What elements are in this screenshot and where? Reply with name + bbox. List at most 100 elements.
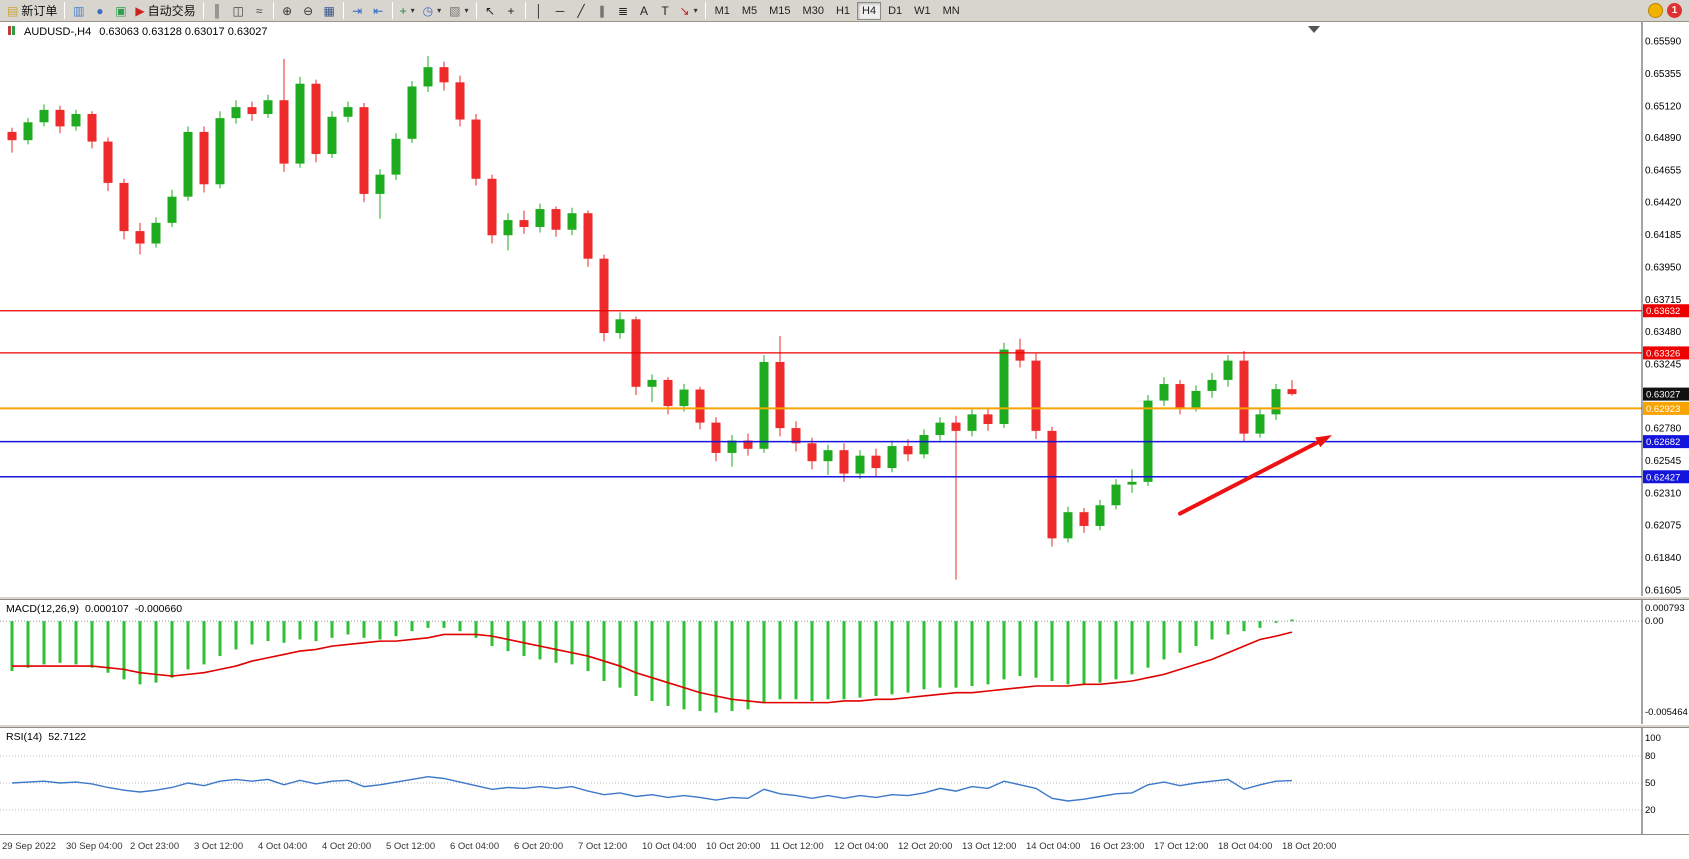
update-icon[interactable] bbox=[1648, 3, 1663, 18]
line-chart-icon: ≈ bbox=[255, 3, 263, 18]
macd-bar bbox=[122, 621, 126, 680]
toolbar-separator bbox=[64, 2, 66, 19]
timeframe-h4-button[interactable]: H4 bbox=[857, 1, 882, 20]
notification-badge[interactable]: 1 bbox=[1667, 3, 1682, 18]
candle-body bbox=[119, 182, 129, 232]
macd-bar bbox=[682, 621, 686, 710]
bars-mode-button[interactable]: ║ bbox=[207, 1, 228, 21]
macd-bar bbox=[1114, 621, 1118, 680]
cursor-icon: ↖ bbox=[484, 3, 496, 18]
charts-icon: ▥ bbox=[73, 3, 85, 18]
main-chart-panel[interactable]: 0.65590 0.65355 0.65120 0.64890 0.64655 0.644… bbox=[0, 22, 1689, 596]
trend-arrow-object[interactable] bbox=[1178, 435, 1332, 516]
trendline-icon: ╱ bbox=[577, 3, 585, 18]
text-label-button[interactable]: T bbox=[655, 1, 676, 21]
macd-bar bbox=[554, 621, 558, 663]
bars-chart-icon: ║ bbox=[212, 3, 222, 18]
fibonacci-button[interactable]: ≣ bbox=[613, 1, 634, 21]
macd-bar bbox=[506, 621, 510, 652]
rsi-scale-label: 50 bbox=[1645, 778, 1656, 789]
profiles-button[interactable]: ● bbox=[89, 1, 110, 21]
new-order-button[interactable]: ▤ 新订单 bbox=[3, 1, 61, 21]
time-label: 6 Oct 04:00 bbox=[450, 841, 499, 852]
time-axis[interactable]: 29 Sep 2022 30 Sep 04:00 2 Oct 23:00 3 Oct … bbox=[0, 834, 1689, 859]
candle-body bbox=[551, 209, 561, 230]
zoom-out-button[interactable]: ⊖ bbox=[298, 1, 319, 21]
autotrading-button[interactable]: ▶ 自动交易 bbox=[131, 1, 199, 21]
macd-panel[interactable]: 0.000793 0.00 -0.005464 MACD(12,26,9) 0.00… bbox=[0, 600, 1689, 724]
timeframe-m1-button[interactable]: M1 bbox=[710, 2, 735, 20]
crosshair-button[interactable]: + bbox=[501, 1, 522, 21]
main-chart-canvas[interactable]: 0.65590 0.65355 0.65120 0.64890 0.64655 0.644… bbox=[0, 22, 1689, 596]
candle-body bbox=[23, 122, 33, 141]
rsi-canvas[interactable]: 100 80 50 20 bbox=[0, 728, 1689, 834]
line-mode-button[interactable]: ≈ bbox=[249, 1, 270, 21]
zoom-in-button[interactable]: ⊕ bbox=[277, 1, 298, 21]
candle-body bbox=[599, 258, 609, 334]
price-scale-label: 0.61840 bbox=[1645, 553, 1682, 564]
candle-body bbox=[103, 141, 113, 183]
cursor-button[interactable]: ↖ bbox=[480, 1, 501, 21]
timeframe-d1-button[interactable]: D1 bbox=[883, 2, 907, 20]
macd-axis[interactable] bbox=[1643, 600, 1689, 724]
macd-bar bbox=[330, 621, 334, 638]
candle-body bbox=[199, 131, 209, 185]
tile-windows-button[interactable]: ▦ bbox=[319, 1, 340, 21]
auto-scroll-button[interactable]: ⇥ bbox=[347, 1, 368, 21]
candles-mode-button[interactable]: ◫ bbox=[228, 1, 249, 21]
macd-bar bbox=[42, 621, 46, 665]
candle-body bbox=[919, 435, 929, 455]
periods-button[interactable]: ◷ ▾ bbox=[419, 1, 446, 21]
chart-shift-marker[interactable] bbox=[1308, 26, 1320, 33]
candle-body bbox=[647, 379, 657, 387]
templates-button[interactable]: ▧ ▾ bbox=[445, 1, 472, 21]
macd-bar bbox=[570, 621, 574, 665]
crosshair-icon: + bbox=[507, 3, 515, 18]
new-chart-icon: + bbox=[399, 3, 407, 18]
vertical-line-button[interactable]: │ bbox=[529, 1, 550, 21]
timeframe-mn-button[interactable]: MN bbox=[938, 2, 965, 20]
timeframe-m5-button[interactable]: M5 bbox=[737, 2, 762, 20]
toolbar-right-group: 1 bbox=[1648, 3, 1686, 18]
timeframe-m15-button[interactable]: M15 bbox=[764, 2, 795, 20]
panel-splitter[interactable] bbox=[0, 596, 1689, 600]
rsi-panel[interactable]: 100 80 50 20 RSI(14) 52.7122 bbox=[0, 728, 1689, 834]
timeframe-h1-button[interactable]: H1 bbox=[831, 2, 855, 20]
price-tag: 0.63027 bbox=[1643, 387, 1689, 401]
trendline-button[interactable]: ╱ bbox=[571, 1, 592, 21]
candle-body bbox=[679, 389, 689, 407]
text-button[interactable]: A bbox=[634, 1, 655, 21]
chart-shift-button[interactable]: ⇤ bbox=[368, 1, 389, 21]
macd-bar bbox=[186, 621, 190, 670]
candle-body bbox=[759, 361, 769, 449]
macd-bar bbox=[1290, 619, 1294, 622]
channel-button[interactable]: ∥ bbox=[592, 1, 613, 21]
macd-bar bbox=[1194, 621, 1198, 647]
template-chart-icon: ▧ bbox=[449, 3, 461, 18]
candle-body bbox=[567, 213, 577, 230]
arrows-tool-button[interactable]: ↘ ▾ bbox=[676, 1, 702, 21]
new-chart-button[interactable]: + ▾ bbox=[396, 1, 419, 21]
rsi-axis[interactable] bbox=[1643, 728, 1689, 834]
candle-body bbox=[1031, 360, 1041, 431]
timeframe-m30-button[interactable]: M30 bbox=[798, 2, 829, 20]
rsi-line bbox=[11, 775, 1293, 802]
market-watch-button[interactable]: ▣ bbox=[110, 1, 131, 21]
candle-body bbox=[1159, 384, 1169, 401]
time-label: 17 Oct 12:00 bbox=[1154, 841, 1208, 852]
chart-ohlc-values: 0.63063 0.63128 0.63017 0.63027 bbox=[99, 26, 268, 38]
candle-body bbox=[247, 107, 257, 115]
rsi-name: RSI(14) bbox=[6, 731, 43, 743]
time-axis-canvas[interactable]: 29 Sep 2022 30 Sep 04:00 2 Oct 23:00 3 Oct … bbox=[0, 834, 1689, 859]
macd-canvas[interactable]: 0.000793 0.00 -0.005464 bbox=[0, 600, 1689, 724]
candle-body bbox=[775, 361, 785, 429]
time-label: 10 Oct 04:00 bbox=[642, 841, 696, 852]
timeframe-w1-button[interactable]: W1 bbox=[909, 2, 936, 20]
panel-splitter[interactable] bbox=[0, 724, 1689, 728]
charts-button[interactable]: ▥ bbox=[68, 1, 89, 21]
macd-bar bbox=[602, 621, 606, 682]
horizontal-line-button[interactable]: ─ bbox=[550, 1, 571, 21]
text-label-icon: T bbox=[661, 3, 669, 18]
macd-bar bbox=[90, 621, 94, 668]
macd-bar bbox=[170, 621, 174, 678]
